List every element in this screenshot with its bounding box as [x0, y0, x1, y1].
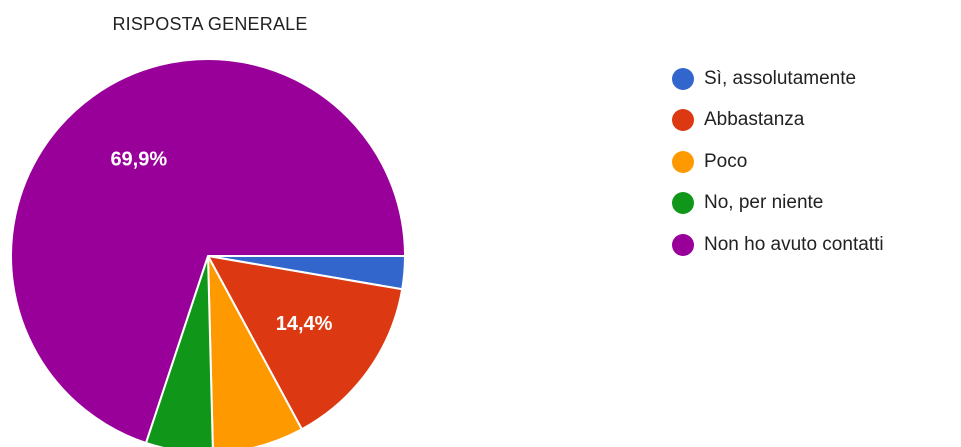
slice-data-label-5: 69,9% [110, 148, 167, 170]
legend-label: Abbastanza [704, 109, 805, 131]
chart-title: RISPOSTA GENERALE [112, 14, 308, 34]
legend-item-3[interactable]: Poco [672, 141, 884, 183]
legend-swatch-icon [672, 192, 694, 215]
slice-data-label-2: 14,4% [276, 313, 333, 335]
legend-swatch-icon [672, 233, 694, 256]
legend-swatch-icon [672, 67, 694, 90]
legend-label: Non ho avuto contatti [704, 233, 884, 255]
legend-item-5[interactable]: Non ho avuto contatti [672, 224, 884, 266]
legend-label: No, per niente [704, 192, 824, 214]
legend-swatch-icon [672, 150, 694, 173]
pie-slice-5[interactable] [10, 58, 406, 444]
legend-item-2[interactable]: Abbastanza [672, 100, 884, 142]
legend-label: Sì, assolutamente [704, 67, 857, 89]
legend-item-1[interactable]: Sì, assolutamente [672, 58, 884, 100]
legend-item-4[interactable]: No, per niente [672, 183, 884, 225]
legend: Sì, assolutamente Abbastanza Poco No, per n… [672, 58, 884, 266]
pie-slice-2[interactable] [207, 255, 404, 431]
legend-label: Poco [704, 150, 748, 172]
pie-slice-3[interactable] [207, 255, 303, 447]
legend-swatch-icon [672, 109, 694, 132]
